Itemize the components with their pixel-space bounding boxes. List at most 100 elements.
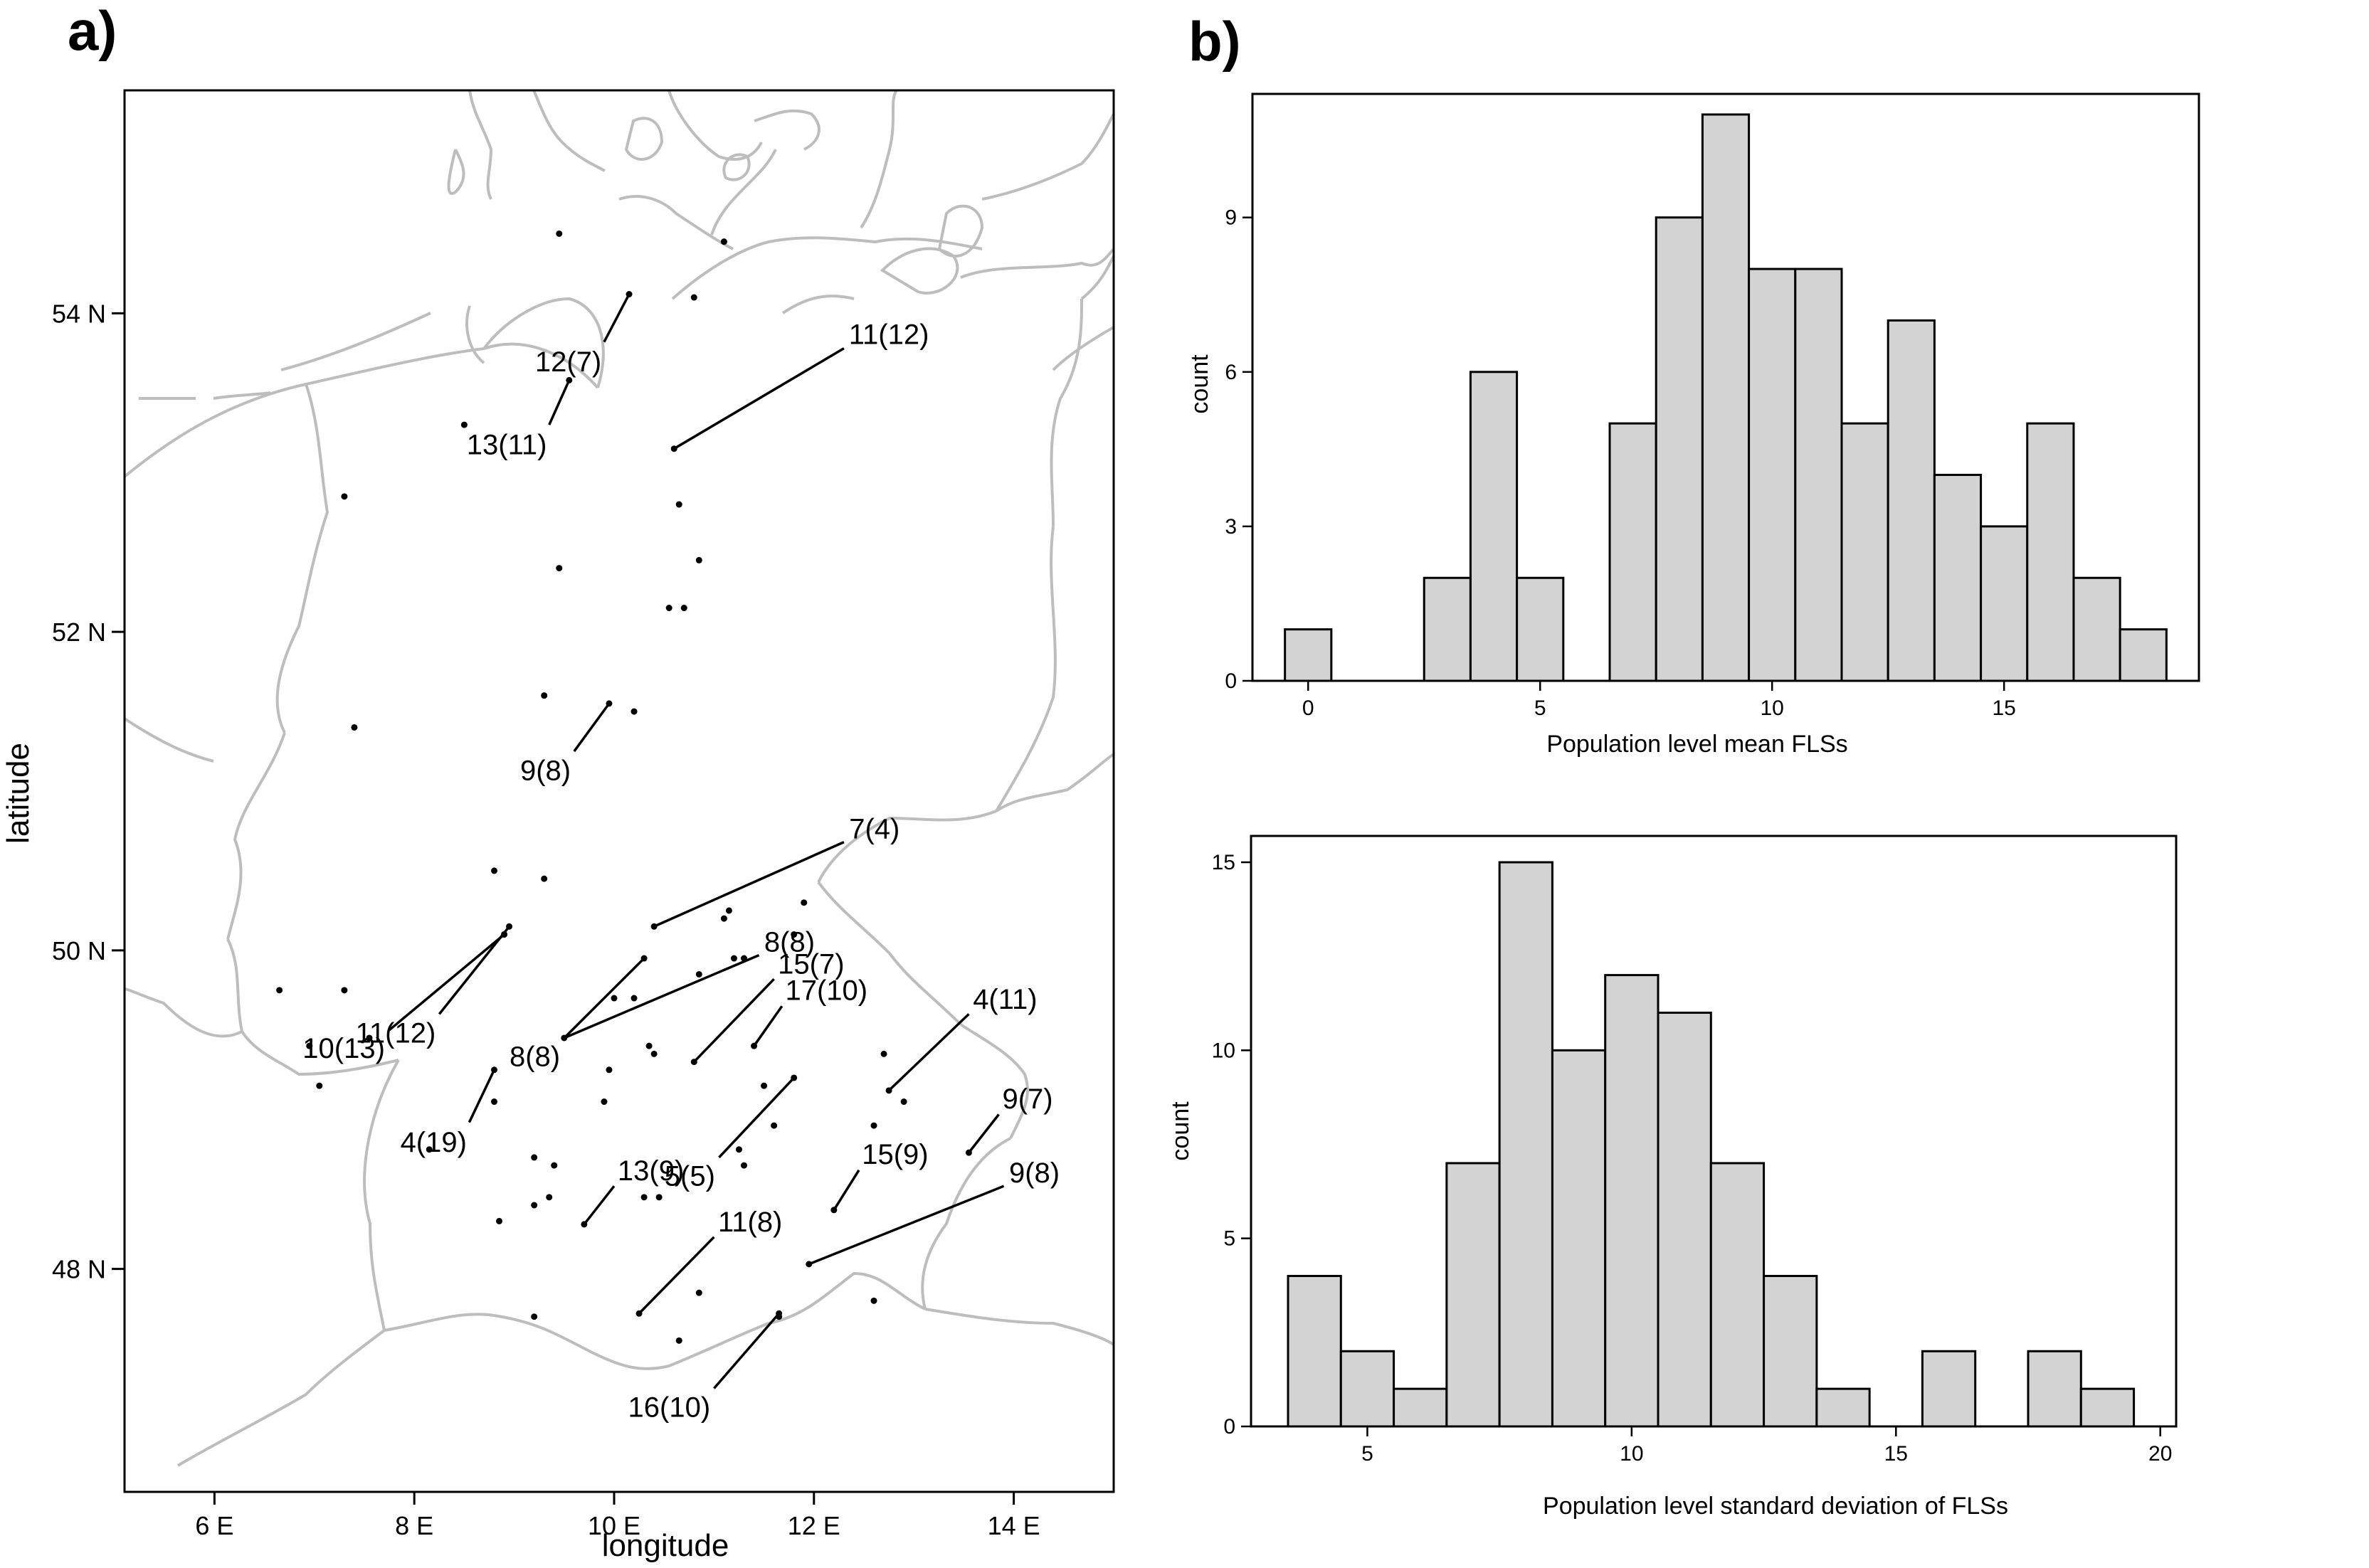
site-label: 5(5)	[665, 1161, 715, 1192]
leader-line	[564, 953, 760, 1039]
histogram-xtick-label: 10	[1761, 696, 1784, 720]
histogram-bar	[1794, 267, 1843, 682]
site-label: 8(8)	[764, 926, 815, 958]
map-xtick-label: 8 E	[395, 1511, 433, 1540]
histogram-bar	[2027, 1350, 2082, 1428]
histogram-xtick-label: 20	[2148, 1442, 2172, 1466]
histogram-bar	[1516, 576, 1565, 682]
histogram-bar	[1498, 861, 1553, 1428]
leader-line	[673, 347, 845, 450]
site-point	[556, 230, 563, 237]
leader-line	[638, 1236, 715, 1315]
site-label: 17(10)	[785, 975, 867, 1007]
histogram-bar	[1921, 1350, 1977, 1428]
histogram-bar	[1284, 628, 1333, 682]
map-segments: 12(7)13(11)11(12)9(8)7(4)10(13)11(12)8(8…	[302, 291, 1060, 1424]
site-point	[870, 1122, 877, 1129]
site-label: 7(4)	[849, 813, 899, 844]
site-point	[806, 1261, 813, 1268]
map-borders	[125, 90, 1114, 1467]
site-point	[670, 445, 677, 452]
histogram-ytick-label: 3	[1225, 515, 1237, 539]
map-panel: 12(7)13(11)11(12)9(8)7(4)10(13)11(12)8(8…	[1, 89, 1115, 1563]
site-point	[541, 692, 548, 699]
site-point	[771, 1122, 778, 1129]
panel-a-label: a)	[68, 0, 117, 62]
site-point	[366, 1034, 373, 1042]
histogram-bar	[2072, 576, 2121, 682]
site-label: 11(12)	[356, 1018, 436, 1049]
site-point	[695, 970, 702, 978]
site-point	[695, 1289, 702, 1296]
histogram-bar	[1840, 422, 1889, 682]
map-ylabel: latitude	[1, 743, 36, 844]
site-point	[791, 1074, 798, 1081]
map-xtick-label: 10 E	[588, 1511, 640, 1540]
site-point	[490, 867, 497, 874]
site-label: 11(12)	[849, 319, 929, 351]
histogram-bar	[1608, 422, 1657, 682]
site-point	[675, 501, 682, 508]
histogram-bar	[1445, 1162, 1501, 1428]
site-point	[490, 1066, 497, 1074]
leader-line	[573, 702, 611, 753]
histogram-xtick-label: 5	[1361, 1442, 1373, 1466]
map-xtick-label: 14 E	[988, 1511, 1040, 1540]
site-point	[650, 923, 658, 930]
map-ytick-label: 54 N	[52, 299, 106, 328]
map-xtick-label: 6 E	[195, 1511, 233, 1540]
site-point	[776, 1310, 783, 1317]
histogram-xtick-label: 0	[1302, 696, 1314, 720]
site-point	[690, 1059, 697, 1066]
histogram-bar	[1933, 474, 1983, 682]
histogram-bar	[1657, 1011, 1712, 1428]
site-label: 4(19)	[401, 1127, 467, 1158]
histogram-bar	[1980, 525, 2029, 682]
site-point	[531, 1154, 538, 1161]
histogram-bar	[1655, 216, 1704, 682]
site-point	[626, 291, 633, 298]
site-point	[606, 1066, 613, 1074]
site-point	[725, 907, 732, 914]
site-point	[801, 899, 808, 906]
histogram-bar	[1709, 1162, 1766, 1428]
histogram-sd-ylabel: count	[1167, 1101, 1194, 1161]
site-point	[720, 915, 727, 922]
histogram-bar	[1393, 1387, 1448, 1428]
histogram-bar	[1748, 267, 1797, 682]
site-point	[650, 1050, 658, 1057]
site-label: 4(11)	[973, 984, 1037, 1015]
histogram-bar	[2026, 422, 2075, 682]
site-point	[531, 1313, 538, 1320]
site-point	[611, 995, 618, 1002]
histogram-bar	[1469, 371, 1519, 682]
leader-line	[653, 841, 845, 928]
leader-line	[718, 1076, 795, 1159]
histogram-mean-bars	[1284, 113, 2168, 682]
site-point	[606, 700, 613, 707]
histogram-ytick-label: 0	[1225, 669, 1237, 693]
site-point	[426, 1146, 433, 1153]
leader-line	[563, 957, 645, 1039]
histogram-xtick-label: 15	[1992, 696, 2015, 720]
histogram-mean-xlabel: Population level mean FLSs	[1546, 731, 1847, 758]
site-point	[531, 1202, 538, 1209]
site-point	[316, 1082, 323, 1089]
histogram-bar	[2079, 1387, 2136, 1428]
histogram-mean-panel: 0 5 10 15 0 3 6 9 Population level mean FLSs co…	[1186, 92, 2200, 758]
leader-line	[693, 978, 775, 1063]
histogram-xtick-label: 15	[1884, 1442, 1908, 1466]
leader-line	[808, 1185, 1005, 1266]
site-label: 15(9)	[862, 1139, 928, 1170]
histogram-bar	[1815, 1387, 1871, 1428]
site-point	[761, 1082, 768, 1089]
histogram-bar	[1887, 319, 1936, 682]
histogram-sd-xlabel: Population level standard deviation of F…	[1543, 1493, 2008, 1520]
site-point	[680, 605, 687, 612]
histogram-bar	[1551, 1049, 1607, 1428]
site-point	[730, 955, 737, 962]
leader-line	[583, 1185, 616, 1225]
leader-line	[833, 1169, 860, 1211]
site-point	[490, 1098, 497, 1106]
